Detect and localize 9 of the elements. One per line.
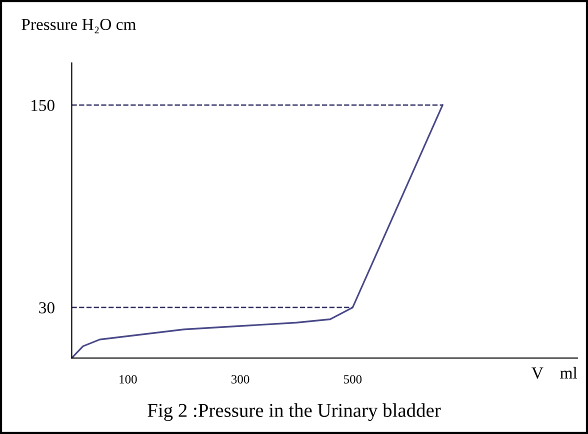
x-axis-title: V ml	[532, 366, 578, 379]
x-tick-label: 300	[232, 375, 250, 384]
y-tick-label: 150	[32, 100, 54, 112]
line-series	[72, 104, 444, 358]
y-axis-title: Pressure H₂O cm	[22, 18, 136, 34]
caption: Fig 2 :Pressure in the Urinary bladder	[148, 403, 441, 421]
x-tick-label: 500	[344, 375, 362, 384]
y-tick-label: 30	[39, 302, 54, 314]
x-tick-label: 100	[120, 375, 137, 384]
